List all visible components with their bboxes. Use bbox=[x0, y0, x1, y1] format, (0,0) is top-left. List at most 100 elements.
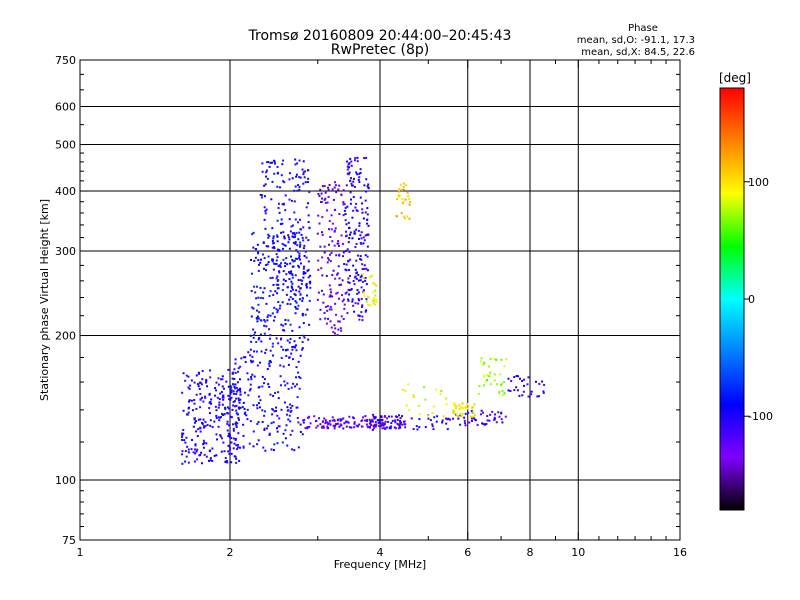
scatter-point bbox=[347, 421, 350, 424]
scatter-point bbox=[332, 198, 335, 201]
scatter-point bbox=[296, 307, 299, 310]
scatter-point bbox=[344, 219, 347, 222]
scatter-point bbox=[221, 396, 224, 399]
scatter-point bbox=[288, 341, 291, 344]
scatter-point bbox=[334, 277, 337, 280]
scatter-point bbox=[350, 426, 353, 429]
x-tick-label: 6 bbox=[464, 546, 471, 559]
scatter-point bbox=[402, 185, 405, 188]
scatter-point bbox=[282, 278, 285, 281]
scatter-point bbox=[408, 217, 411, 220]
scatter-point bbox=[318, 194, 321, 197]
scatter-point bbox=[248, 442, 251, 445]
scatter-point bbox=[459, 414, 462, 417]
scatter-point bbox=[365, 420, 368, 423]
scatter-point bbox=[263, 332, 266, 335]
scatter-point bbox=[186, 413, 189, 416]
scatter-point bbox=[297, 360, 300, 363]
scatter-point bbox=[274, 162, 277, 165]
scatter-point bbox=[295, 307, 298, 310]
scatter-point bbox=[306, 180, 309, 183]
scatter-point bbox=[364, 279, 367, 282]
scatter-point bbox=[242, 356, 245, 359]
scatter-point bbox=[297, 285, 300, 288]
scatter-point bbox=[309, 274, 312, 277]
scatter-point bbox=[257, 259, 260, 262]
scatter-point bbox=[249, 334, 252, 337]
scatter-point bbox=[488, 365, 491, 368]
scatter-point bbox=[276, 414, 279, 417]
scatter-point bbox=[301, 347, 304, 350]
scatter-point bbox=[294, 158, 297, 161]
scatter-point bbox=[307, 220, 310, 223]
scatter-point bbox=[366, 218, 369, 221]
scatter-point bbox=[215, 433, 218, 436]
scatter-point bbox=[364, 254, 367, 257]
scatter-point bbox=[265, 245, 268, 248]
scatter-point bbox=[239, 390, 242, 393]
scatter-point bbox=[231, 408, 234, 411]
scatter-point bbox=[199, 430, 202, 433]
scatter-point bbox=[288, 271, 291, 274]
scatter-point bbox=[324, 419, 327, 422]
scatter-point bbox=[343, 203, 346, 206]
scatter-point bbox=[432, 428, 435, 431]
scatter-point bbox=[418, 413, 421, 416]
scatter-point bbox=[473, 414, 476, 417]
scatter-point bbox=[269, 290, 272, 293]
scatter-point bbox=[424, 426, 427, 429]
scatter-point bbox=[263, 324, 266, 327]
scatter-point bbox=[236, 443, 239, 446]
scatter-point bbox=[256, 320, 259, 323]
scatter-point bbox=[543, 383, 546, 386]
scatter-point bbox=[452, 404, 455, 407]
scatter-point bbox=[357, 298, 360, 301]
scatter-point bbox=[326, 201, 329, 204]
scatter-point bbox=[352, 177, 355, 180]
scatter-point bbox=[337, 239, 340, 242]
scatter-point bbox=[466, 407, 469, 410]
scatter-point bbox=[473, 403, 476, 406]
scatter-point bbox=[276, 442, 279, 445]
scatter-point bbox=[232, 371, 235, 374]
scatter-point bbox=[395, 215, 398, 218]
scatter-point bbox=[275, 262, 278, 265]
scatter-point bbox=[205, 380, 208, 383]
scatter-point bbox=[208, 392, 211, 395]
scatter-point bbox=[237, 397, 240, 400]
scatter-point bbox=[358, 222, 361, 225]
scatter-point bbox=[236, 413, 239, 416]
scatter-point bbox=[235, 412, 238, 415]
scatter-point bbox=[336, 273, 339, 276]
scatter-point bbox=[236, 381, 239, 384]
scatter-point bbox=[522, 390, 525, 393]
scatter-point bbox=[346, 165, 349, 168]
scatter-point bbox=[230, 386, 233, 389]
scatter-point bbox=[279, 265, 282, 268]
scatter-point bbox=[193, 448, 196, 451]
scatter-point bbox=[357, 291, 360, 294]
scatter-point bbox=[427, 417, 430, 420]
scatter-point bbox=[295, 383, 298, 386]
scatter-point bbox=[346, 160, 349, 163]
scatter-point bbox=[277, 283, 280, 286]
scatter-point bbox=[471, 415, 474, 418]
scatter-point bbox=[181, 435, 184, 438]
scatter-point bbox=[234, 358, 237, 361]
scatter-point bbox=[216, 396, 219, 399]
scatter-point bbox=[281, 441, 284, 444]
scatter-point bbox=[337, 418, 340, 421]
scatter-point bbox=[354, 268, 357, 271]
scatter-point bbox=[234, 383, 237, 386]
scatter-point bbox=[187, 448, 190, 451]
scatter-point bbox=[348, 233, 351, 236]
scatter-point bbox=[283, 244, 286, 247]
scatter-point bbox=[206, 423, 209, 426]
scatter-point bbox=[498, 392, 501, 395]
scatter-point bbox=[371, 418, 374, 421]
scatter-point bbox=[263, 414, 266, 417]
scatter-point bbox=[321, 185, 324, 188]
scatter-point bbox=[412, 427, 415, 430]
scatter-point bbox=[244, 356, 247, 359]
scatter-point bbox=[380, 424, 383, 427]
